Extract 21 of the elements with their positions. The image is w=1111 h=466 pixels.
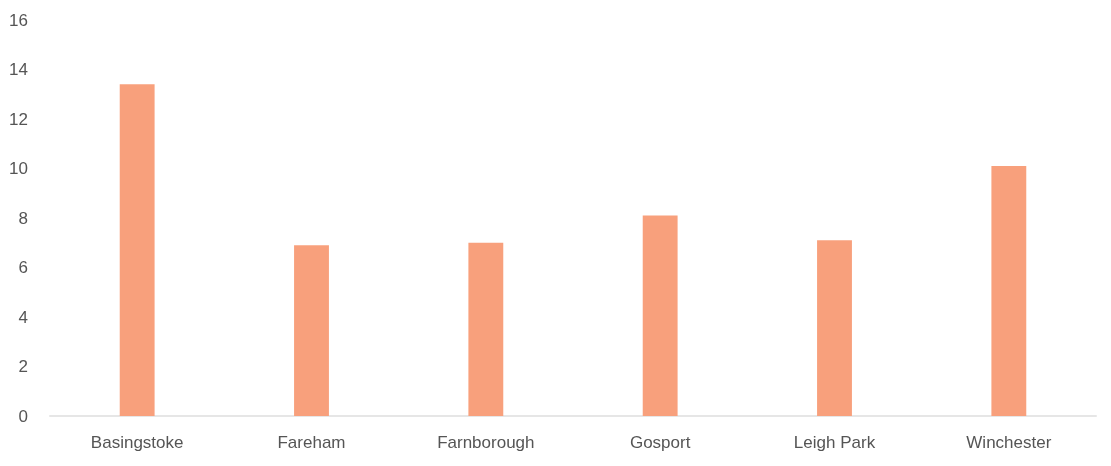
x-tick-label: Fareham <box>277 433 346 452</box>
bar <box>294 245 329 416</box>
bar <box>817 240 852 416</box>
x-tick-label: Winchester <box>966 433 1052 452</box>
y-tick-label: 2 <box>18 357 28 376</box>
x-tick-label: Gosport <box>629 433 691 452</box>
y-tick-label: 12 <box>9 109 28 129</box>
bar <box>119 84 155 416</box>
x-tick-label: Leigh Park <box>793 433 876 452</box>
bar <box>642 215 678 416</box>
y-tick-label: 0 <box>18 406 28 426</box>
y-tick-label: 4 <box>18 307 28 327</box>
y-tick-label: 6 <box>18 258 28 277</box>
y-tick-label: 8 <box>18 208 28 228</box>
x-tick-label: Farnborough <box>437 433 535 452</box>
bar <box>468 242 504 416</box>
y-tick-label: 16 <box>9 10 28 30</box>
y-tick-label: 10 <box>9 159 28 178</box>
bar <box>991 166 1027 416</box>
y-tick-label: 14 <box>9 60 28 79</box>
x-tick-label: Basingstoke <box>90 433 184 452</box>
